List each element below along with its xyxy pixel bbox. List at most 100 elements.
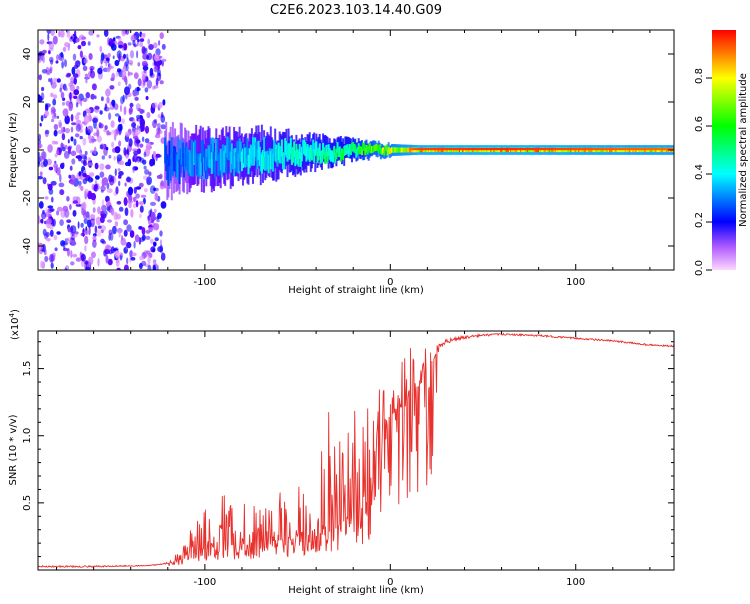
heatmap-track-halo <box>171 122 174 178</box>
heatmap-noise-cell <box>97 67 103 75</box>
heatmap-noise-cell <box>41 218 44 225</box>
heatmap-noise-cell <box>105 59 108 67</box>
heatmap-noise-cell <box>38 201 44 209</box>
snr-xtick-label: 0 <box>387 577 393 588</box>
heatmap-noise-cell <box>80 222 84 228</box>
heatmap-track-core <box>181 142 184 167</box>
heatmap-noise-cell <box>97 206 101 215</box>
heatmap-track-core <box>174 146 177 172</box>
heatmap-track-core <box>407 147 410 153</box>
heatmap-track-core <box>329 150 332 162</box>
heatmap-noise-cell <box>41 69 48 74</box>
heatmap-noise-cell <box>42 55 45 64</box>
heatmap-track-ridge <box>502 148 505 151</box>
colorbar-tick-label: 0.4 <box>694 164 705 180</box>
snr-ylabel: SNR (10 * v/v) <box>8 414 19 485</box>
heatmap-noise-cell <box>45 237 51 242</box>
heatmap-track-halo <box>289 136 292 173</box>
heatmap-track-core <box>173 145 175 171</box>
heatmap-noise-cell <box>129 102 134 108</box>
heatmap-track-core <box>366 147 369 155</box>
heatmap-noise-cell <box>152 150 156 159</box>
heatmap-track-ridge <box>603 148 606 151</box>
heatmap-track-core <box>289 137 292 154</box>
heatmap-track-ridge <box>616 148 619 151</box>
snr-ytick-label: 1.0 <box>22 428 33 444</box>
heatmap-noise-cell <box>87 214 91 220</box>
heatmap-noise-cell <box>157 212 162 219</box>
heatmap-track-core <box>216 139 219 161</box>
heatmap-track-ridge <box>428 148 431 151</box>
heatmap-track-core <box>256 149 259 169</box>
heatmap-noise-cell <box>125 30 130 35</box>
heatmap-track-ridge <box>521 148 524 151</box>
heatmap-track-core <box>196 152 199 175</box>
heatmap-noise-cell <box>158 101 163 109</box>
heatmap-noise-cell <box>56 210 60 216</box>
heatmap-noise-cell <box>156 126 161 134</box>
heatmap-track-ridge <box>525 148 528 151</box>
heatmap-noise-cell <box>139 41 144 48</box>
heatmap-noise-cell <box>141 60 148 66</box>
heatmap-noise-cell <box>117 37 122 42</box>
heatmap-noise-cell <box>46 30 52 34</box>
heatmap-noise-cell <box>75 102 79 108</box>
heatmap-noise-cell <box>64 115 70 125</box>
heatmap-noise-cell <box>161 58 167 62</box>
colorbar-tick-label: 0.8 <box>694 68 705 84</box>
heatmap-track-halo <box>269 126 272 168</box>
heatmap-noise-cell <box>112 225 117 235</box>
heatmap-noise-cell <box>65 127 70 134</box>
heatmap-noise-cell <box>42 49 47 54</box>
heatmap-ytick-label: 0 <box>22 147 33 153</box>
snr-multiplier-close: ) <box>10 309 21 313</box>
heatmap-noise-cell <box>50 106 56 114</box>
heatmap-noise-cell <box>76 119 82 124</box>
heatmap-noise-cell <box>137 148 141 155</box>
heatmap-track-ridge <box>514 148 517 151</box>
heatmap-track-ridge <box>667 148 669 151</box>
heatmap-track-core <box>319 151 322 164</box>
heatmap-track-core <box>168 140 171 167</box>
heatmap-noise-cell <box>139 205 144 213</box>
heatmap-noise-cell <box>121 118 125 124</box>
heatmap-noise-cell <box>135 193 140 199</box>
heatmap-track-halo <box>200 143 203 193</box>
heatmap-track-ridge <box>581 148 584 151</box>
heatmap-noise-cell <box>89 70 96 79</box>
heatmap-noise-cell <box>54 153 58 158</box>
heatmap-track-core <box>341 148 343 159</box>
heatmap-track-ridge <box>520 148 523 151</box>
heatmap-track-core <box>362 142 365 151</box>
heatmap-noise-cell <box>38 143 43 149</box>
colorbar-label: Normalized spectral amplitude <box>738 73 749 227</box>
heatmap-noise-cell <box>41 86 45 92</box>
heatmap-track-core <box>270 148 273 167</box>
heatmap-track-ridge <box>503 148 506 151</box>
heatmap-track-core <box>275 144 278 163</box>
heatmap-track-core <box>343 146 346 156</box>
heatmap-track-core <box>252 137 254 157</box>
heatmap-track-ridge <box>542 148 545 151</box>
heatmap-track-ridge <box>516 148 519 151</box>
heatmap-noise-cell <box>132 252 137 257</box>
heatmap-noise-cell <box>75 257 82 262</box>
snr-ytick-label: 0.5 <box>22 495 33 511</box>
heatmap-track-ridge <box>655 148 658 151</box>
heatmap-noise-cell <box>118 115 122 123</box>
heatmap-noise-cell <box>105 146 109 151</box>
heatmap-noise-cell <box>130 256 136 261</box>
heatmap-noise-cell <box>52 98 57 106</box>
heatmap-track-core <box>177 137 180 163</box>
heatmap-noise-cell <box>68 103 73 112</box>
heatmap-track-core <box>367 145 370 153</box>
heatmap-noise-cell <box>159 244 163 254</box>
heatmap-noise-cell <box>85 92 91 99</box>
heatmap-track-ridge <box>540 148 543 151</box>
heatmap-noise-cell <box>38 151 41 158</box>
heatmap-track-core <box>226 136 229 158</box>
heatmap-track-core <box>253 146 256 166</box>
heatmap-noise-cell <box>137 78 142 87</box>
heatmap-track-ridge <box>560 148 563 151</box>
heatmap-noise-cell <box>52 35 58 45</box>
